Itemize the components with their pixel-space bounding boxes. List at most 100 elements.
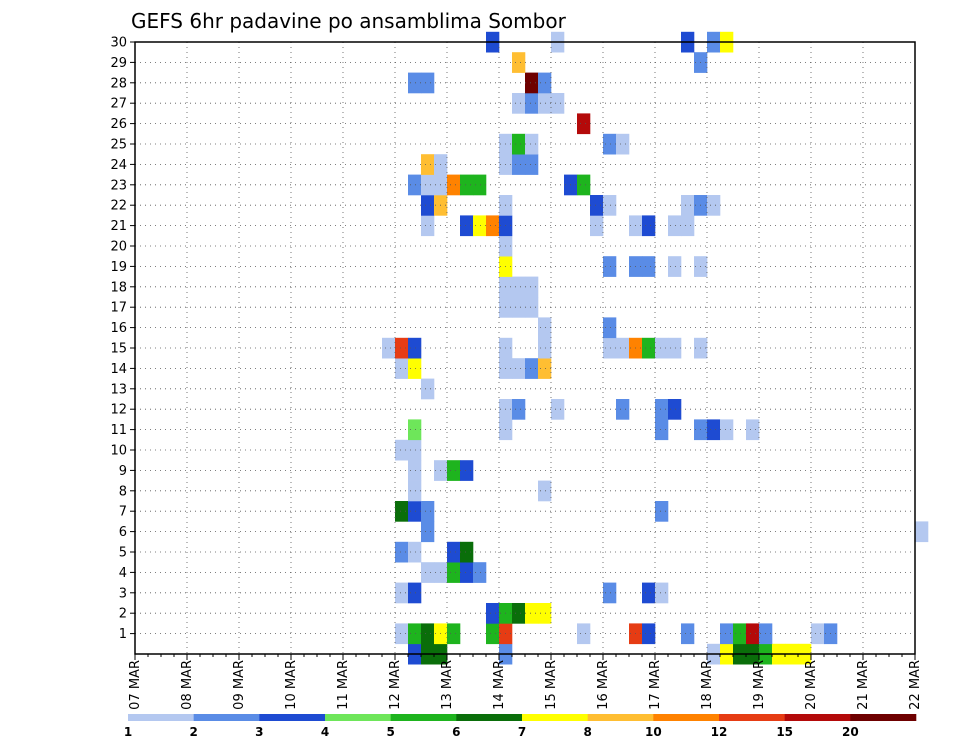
data-cell — [642, 337, 656, 359]
data-cell — [421, 623, 435, 645]
data-cell — [720, 623, 734, 645]
data-cell — [603, 133, 617, 155]
data-cell — [421, 501, 435, 522]
data-cell — [447, 562, 461, 583]
data-cell — [538, 337, 552, 359]
y-tick-label: 19 — [110, 260, 127, 275]
x-tick-label: 16 MAR — [596, 660, 611, 710]
legend-swatch — [325, 714, 391, 721]
data-cell — [811, 623, 825, 645]
legend: 1 2 3 4 5 6 7 8 10 12 15 20 — [124, 714, 917, 739]
data-cell — [408, 501, 422, 522]
legend-swatch — [587, 714, 654, 721]
data-cell — [408, 72, 422, 94]
data-cell — [395, 501, 409, 522]
data-cell — [616, 399, 630, 420]
data-cell — [642, 256, 656, 277]
data-cell — [590, 195, 604, 216]
data-cell — [642, 582, 656, 604]
x-tick-label: 18 MAR — [700, 660, 715, 710]
y-tick-label: 10 — [110, 444, 127, 459]
data-cell — [408, 174, 422, 196]
y-tick-label: 20 — [110, 240, 127, 255]
data-cell — [512, 399, 526, 420]
y-tick-label: 11 — [110, 423, 127, 438]
data-cell — [512, 276, 526, 298]
data-cell — [603, 337, 617, 359]
data-cell — [525, 154, 539, 175]
y-tick-label: 3 — [119, 586, 127, 601]
data-cell — [590, 215, 604, 237]
legend-swatch — [784, 714, 851, 721]
x-tick-label: 13 MAR — [440, 660, 455, 710]
y-tick-label: 8 — [119, 484, 127, 499]
data-cell — [395, 358, 409, 379]
data-cell — [642, 215, 656, 237]
data-cell — [525, 93, 539, 114]
data-cell — [421, 195, 435, 216]
y-tick-label: 30 — [110, 36, 127, 51]
data-cell — [512, 93, 526, 114]
y-tick-label: 12 — [110, 403, 127, 418]
y-tick-label: 9 — [119, 464, 127, 479]
data-cell — [473, 562, 487, 583]
data-cell — [525, 297, 539, 318]
data-cell — [486, 623, 500, 645]
legend-label: 3 — [255, 725, 263, 739]
data-cell — [616, 133, 630, 155]
data-cell — [447, 623, 461, 645]
data-cell — [577, 113, 591, 135]
chart-title: GEFS 6hr padavine po ansamblima Sombor — [131, 9, 567, 33]
legend-label: 6 — [452, 725, 460, 739]
data-cell — [577, 623, 591, 645]
y-tick-label: 7 — [119, 505, 127, 520]
y-tick-label: 13 — [110, 382, 127, 397]
legend-label: 7 — [518, 725, 526, 739]
data-cell — [408, 480, 422, 502]
legend-swatch — [719, 714, 785, 721]
data-cell — [460, 215, 474, 237]
data-cell — [668, 337, 682, 359]
legend-label: 5 — [386, 725, 394, 739]
data-cell — [408, 337, 422, 359]
data-cell — [473, 174, 487, 196]
data-cell — [538, 603, 552, 624]
data-cell — [395, 439, 409, 461]
data-cell — [447, 174, 461, 196]
data-cell — [486, 603, 500, 624]
data-cell — [538, 480, 552, 502]
legend-label: 4 — [321, 725, 329, 739]
data-cell — [395, 582, 409, 604]
legend-swatch — [193, 714, 260, 721]
data-cell — [408, 582, 422, 604]
data-cell — [577, 174, 591, 196]
data-cell — [707, 419, 721, 441]
y-tick-label: 28 — [110, 76, 127, 91]
x-axis: 07 MAR 08 MAR 09 MAR 10 MAR 11 MAR 12 MAR 13 M… — [128, 654, 923, 710]
data-cell — [408, 419, 422, 441]
data-cell — [460, 562, 474, 583]
y-tick-label: 18 — [110, 280, 127, 295]
legend-label: 15 — [776, 725, 793, 739]
data-cell — [642, 623, 656, 645]
y-tick-label: 23 — [110, 178, 127, 193]
data-cell — [720, 419, 734, 441]
data-cell — [395, 623, 409, 645]
data-cell — [525, 358, 539, 379]
data-cell — [655, 419, 669, 441]
data-cell — [473, 215, 487, 237]
x-tick-label: 15 MAR — [544, 660, 559, 710]
data-cell — [655, 582, 669, 604]
data-cell — [395, 541, 409, 563]
data-cell — [421, 562, 435, 583]
y-tick-label: 29 — [110, 56, 127, 71]
data-cell — [512, 358, 526, 379]
data-cell — [512, 52, 526, 73]
legend-swatch — [522, 714, 588, 721]
data-cell — [681, 623, 695, 645]
data-cell — [603, 256, 617, 277]
legend-swatch — [390, 714, 457, 721]
data-cell — [707, 195, 721, 216]
legend-label: 20 — [842, 725, 859, 739]
